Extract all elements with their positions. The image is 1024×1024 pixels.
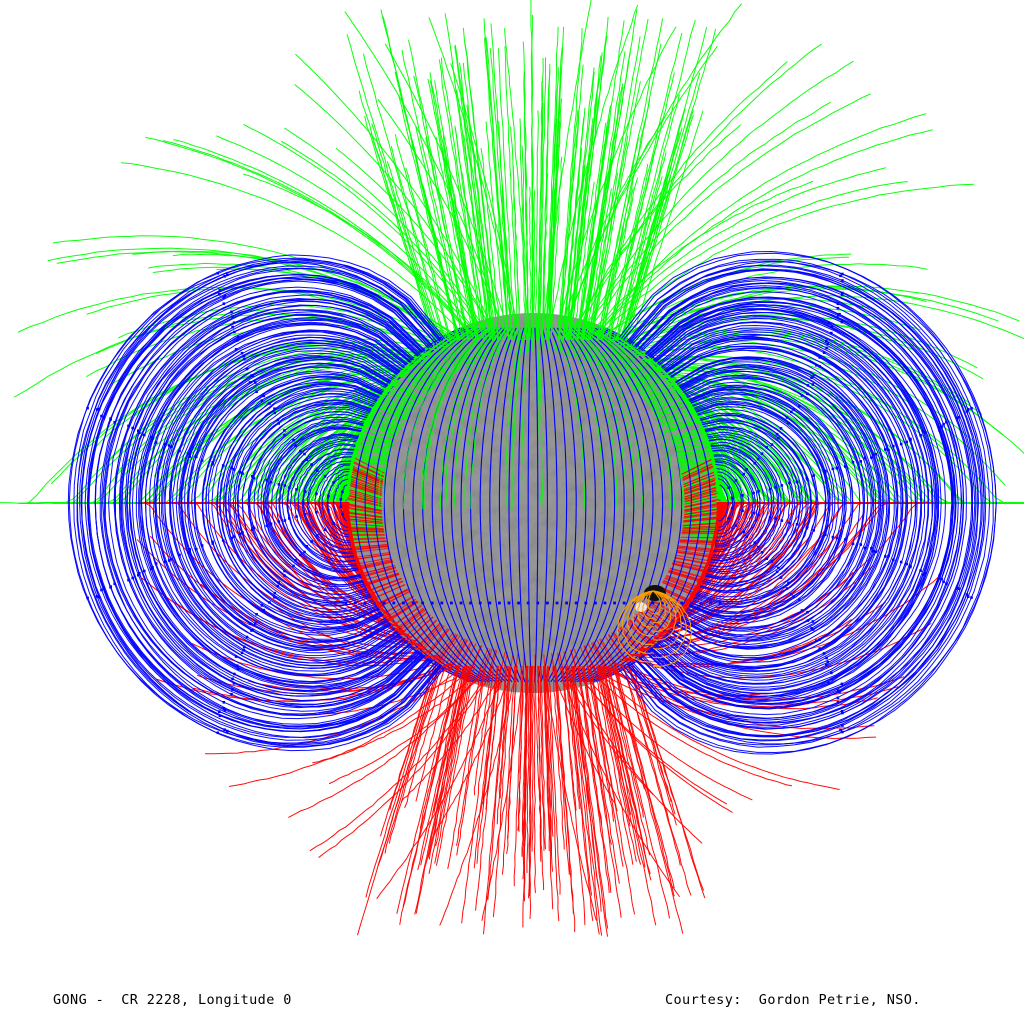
active-region-loops (616, 585, 693, 667)
figure-caption-left: GONG - CR 2228, Longitude 0 (53, 992, 292, 1008)
field-lines-near-side (0, 0, 1024, 937)
figure-caption-credit: Courtesy: Gordon Petrie, NSO. (665, 992, 921, 1008)
